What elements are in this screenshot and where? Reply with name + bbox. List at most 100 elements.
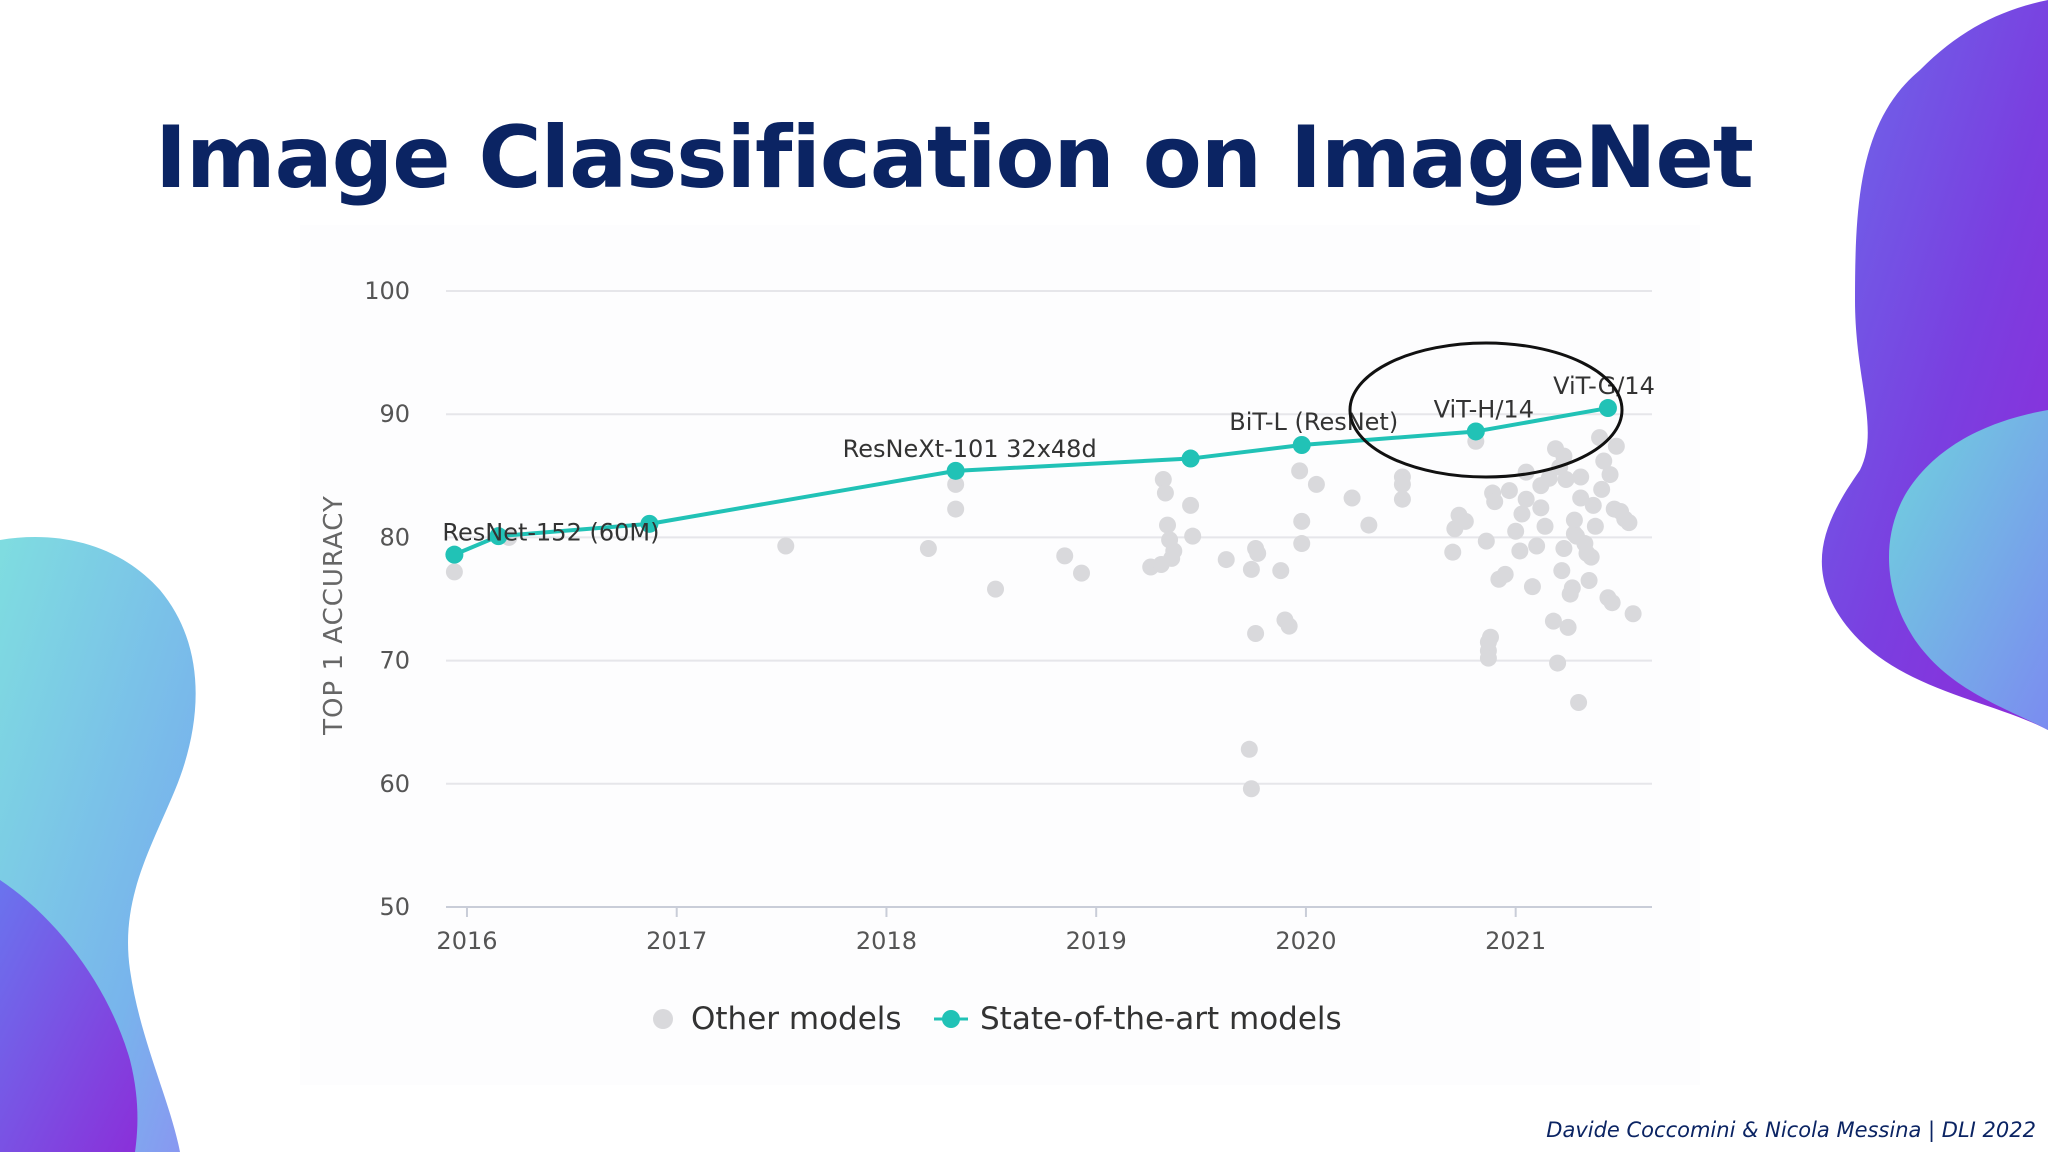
other-model-point — [777, 537, 795, 555]
other-model-point — [1242, 780, 1260, 798]
other-model-point — [1293, 512, 1311, 530]
other-model-point — [1154, 470, 1172, 488]
other-model-point — [1280, 617, 1298, 635]
other-model-point — [1247, 539, 1265, 557]
other-model-point — [1184, 527, 1202, 545]
sota-point — [946, 461, 965, 480]
other-model-point — [1603, 594, 1621, 612]
sota-line — [453, 406, 1609, 557]
footer-credit: Davide Coccomini & Nicola Messina | DLI … — [1546, 1118, 2036, 1142]
y-tick-label: 60 — [379, 770, 410, 798]
other-model-point — [1595, 452, 1613, 470]
other-model-point — [1156, 484, 1174, 502]
y-axis-ticks: 50 60 70 80 90 100 — [364, 277, 410, 921]
sota-point — [489, 527, 508, 546]
other-model-point — [1159, 516, 1177, 534]
sota-model-label: ViT-H/14 — [1434, 395, 1534, 423]
x-axis-ticks: 2016 2017 2018 2019 2020 2021 — [436, 907, 1546, 955]
other-model-point — [919, 539, 937, 557]
other-model-point — [947, 500, 965, 518]
other-model-point — [1486, 493, 1504, 511]
other-model-point — [1240, 740, 1258, 758]
other-model-point — [1513, 505, 1531, 523]
sota-point — [1598, 399, 1617, 418]
other-model-point — [1165, 542, 1183, 560]
other-model-point — [1572, 489, 1590, 507]
other-model-point — [1528, 537, 1546, 555]
other-model-point — [1482, 628, 1500, 646]
model-labels: ResNet-152 (60M) ResNeXt-101 32x48d BiT-L … — [442, 372, 1654, 547]
y-tick-label: 100 — [364, 277, 410, 305]
other-model-point — [1291, 462, 1309, 480]
other-model-point — [1586, 517, 1604, 535]
other-model-point — [1561, 585, 1579, 603]
other-model-point — [445, 563, 463, 581]
other-models-points — [445, 429, 1642, 798]
sota-point — [1292, 436, 1311, 454]
sota-model-label: BiT-L (ResNet) — [1229, 408, 1398, 436]
other-model-point — [1073, 564, 1091, 582]
other-model-point — [1584, 496, 1602, 514]
sota-model-label: ResNeXt-101 32x48d — [843, 435, 1097, 463]
other-model-point — [1532, 477, 1550, 495]
other-model-point — [1607, 437, 1625, 455]
other-model-point — [1182, 496, 1200, 514]
accuracy-chart: 50 60 70 80 90 100 2016 2017 2018 2019 2020 2021 T… — [319, 277, 1655, 1037]
other-model-point — [1517, 490, 1535, 508]
other-model-point — [1056, 547, 1074, 565]
y-tick-label: 90 — [379, 400, 410, 428]
other-model-point — [1593, 480, 1611, 498]
highlight-circle — [1348, 341, 1624, 479]
y-tick-label: 50 — [379, 893, 410, 921]
slide-title: Image Classification on ImageNet — [155, 108, 1754, 208]
other-model-point — [1507, 522, 1525, 540]
legend-sota-label: State-of-the-art models — [980, 1001, 1342, 1037]
other-model-point — [1559, 618, 1577, 636]
chart-panel: 50 60 70 80 90 100 2016 2017 2018 2019 2020 2021 T… — [300, 225, 1700, 1085]
other-model-point — [1456, 512, 1474, 530]
sota-model-label: ResNet-152 (60M) — [442, 519, 659, 547]
other-model-point — [1567, 527, 1585, 545]
other-model-point — [1517, 463, 1535, 481]
other-model-point — [1624, 605, 1642, 623]
x-tick-label: 2018 — [856, 927, 917, 955]
other-model-point — [1523, 578, 1541, 596]
sota-point — [640, 514, 659, 533]
other-model-point — [1605, 500, 1623, 518]
other-model-point — [1544, 612, 1562, 630]
sota-point — [445, 545, 464, 564]
y-axis-title: TOP 1 ACCURACY — [319, 495, 349, 736]
other-model-point — [1582, 548, 1600, 566]
x-tick-label: 2016 — [436, 927, 497, 955]
other-model-point — [1536, 517, 1554, 535]
other-model-point — [1272, 562, 1290, 580]
other-model-point — [1511, 542, 1529, 560]
other-model-point — [1393, 490, 1411, 508]
other-model-point — [1570, 693, 1588, 711]
other-model-point — [947, 475, 965, 493]
other-model-point — [1620, 514, 1638, 532]
other-model-point — [1500, 482, 1518, 500]
blob-right-teal — [1888, 410, 2048, 730]
other-model-point — [1580, 572, 1598, 590]
other-model-point — [1555, 539, 1573, 557]
other-model-point — [1496, 565, 1514, 583]
legend-other-label: Other models — [691, 1001, 902, 1037]
x-tick-label: 2019 — [1066, 927, 1127, 955]
legend-sota-marker — [942, 1010, 960, 1028]
legend: Other models State-of-the-art models — [653, 1001, 1342, 1037]
x-tick-label: 2017 — [646, 927, 707, 955]
blob-left-purple — [0, 880, 138, 1152]
other-model-point — [1547, 440, 1565, 458]
other-model-point — [1293, 535, 1311, 553]
other-model-point — [1217, 551, 1235, 569]
sota-point — [1466, 422, 1485, 441]
x-tick-label: 2021 — [1485, 927, 1546, 955]
other-model-point — [1565, 511, 1583, 529]
other-model-point — [1393, 475, 1411, 493]
y-tick-label: 70 — [379, 647, 410, 675]
other-model-point — [1360, 516, 1378, 534]
other-model-point — [1444, 543, 1462, 561]
